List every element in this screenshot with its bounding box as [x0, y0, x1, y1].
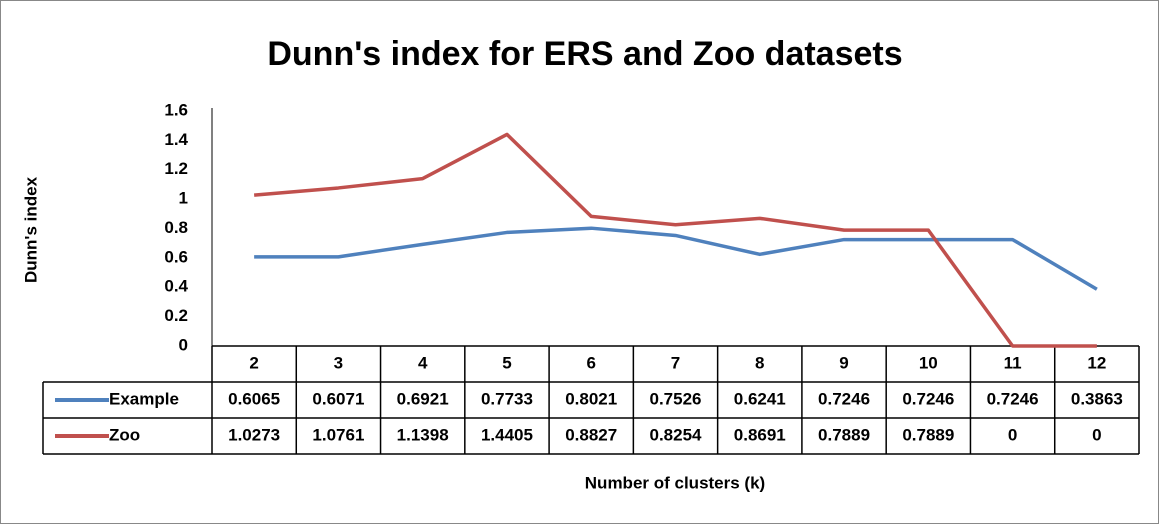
x-tick-label: 5 — [502, 353, 511, 372]
table-value: 0.6241 — [734, 389, 786, 408]
table-value: 0.8254 — [650, 425, 703, 444]
table-value: 0.6065 — [228, 389, 280, 408]
y-tick-label: 1.4 — [164, 130, 188, 149]
x-tick-label: 8 — [755, 353, 764, 372]
x-tick-label: 9 — [839, 353, 848, 372]
y-tick-label: 1.2 — [164, 159, 188, 178]
x-tick-label: 3 — [334, 353, 343, 372]
x-axis-label: Number of clusters (k) — [585, 473, 765, 492]
table-value: 1.1398 — [397, 425, 449, 444]
y-tick-label: 1.6 — [164, 100, 188, 119]
table-value: 0.7526 — [650, 389, 702, 408]
table-value: 0 — [1008, 425, 1017, 444]
table-value: 0.8827 — [565, 425, 617, 444]
table-value: 0.7733 — [481, 389, 533, 408]
table-value: 0.7246 — [987, 389, 1039, 408]
x-tick-label: 11 — [1004, 353, 1022, 372]
y-axis-label: Dunn's index — [21, 176, 40, 283]
table-value: 0 — [1092, 425, 1101, 444]
y-tick-label: 0.6 — [164, 247, 188, 266]
x-tick-label: 10 — [919, 353, 938, 372]
y-tick-label: 1 — [179, 189, 188, 208]
x-tick-label: 4 — [418, 353, 428, 372]
x-tick-label: 7 — [671, 353, 680, 372]
y-tick-label: 0.4 — [164, 277, 188, 296]
x-tick-label: 2 — [249, 353, 258, 372]
series-line — [253, 132, 1097, 348]
y-tick-label: 0.8 — [164, 218, 188, 237]
legend-label: Example — [109, 389, 179, 408]
table-value: 0.7889 — [902, 425, 954, 444]
table-value: 0.6071 — [312, 389, 364, 408]
table-value: 1.0273 — [228, 425, 280, 444]
table-value: 0.3863 — [1071, 389, 1123, 408]
table-value: 0.7246 — [902, 389, 954, 408]
table-value: 0.6921 — [397, 389, 449, 408]
table-value: 0.7246 — [818, 389, 870, 408]
table-value: 1.0761 — [312, 425, 364, 444]
series-line — [254, 226, 1098, 291]
y-tick-label: 0 — [179, 335, 188, 354]
table-value: 0.8691 — [734, 425, 786, 444]
table-value: 1.4405 — [481, 425, 533, 444]
table-value: 0.8021 — [565, 389, 617, 408]
y-tick-label: 0.2 — [164, 306, 188, 325]
legend-label: Zoo — [109, 425, 140, 444]
x-tick-label: 6 — [586, 353, 595, 372]
table-value: 0.7889 — [818, 425, 870, 444]
x-tick-label: 12 — [1087, 353, 1106, 372]
chart-title: Dunn's index for ERS and Zoo datasets — [267, 35, 902, 73]
